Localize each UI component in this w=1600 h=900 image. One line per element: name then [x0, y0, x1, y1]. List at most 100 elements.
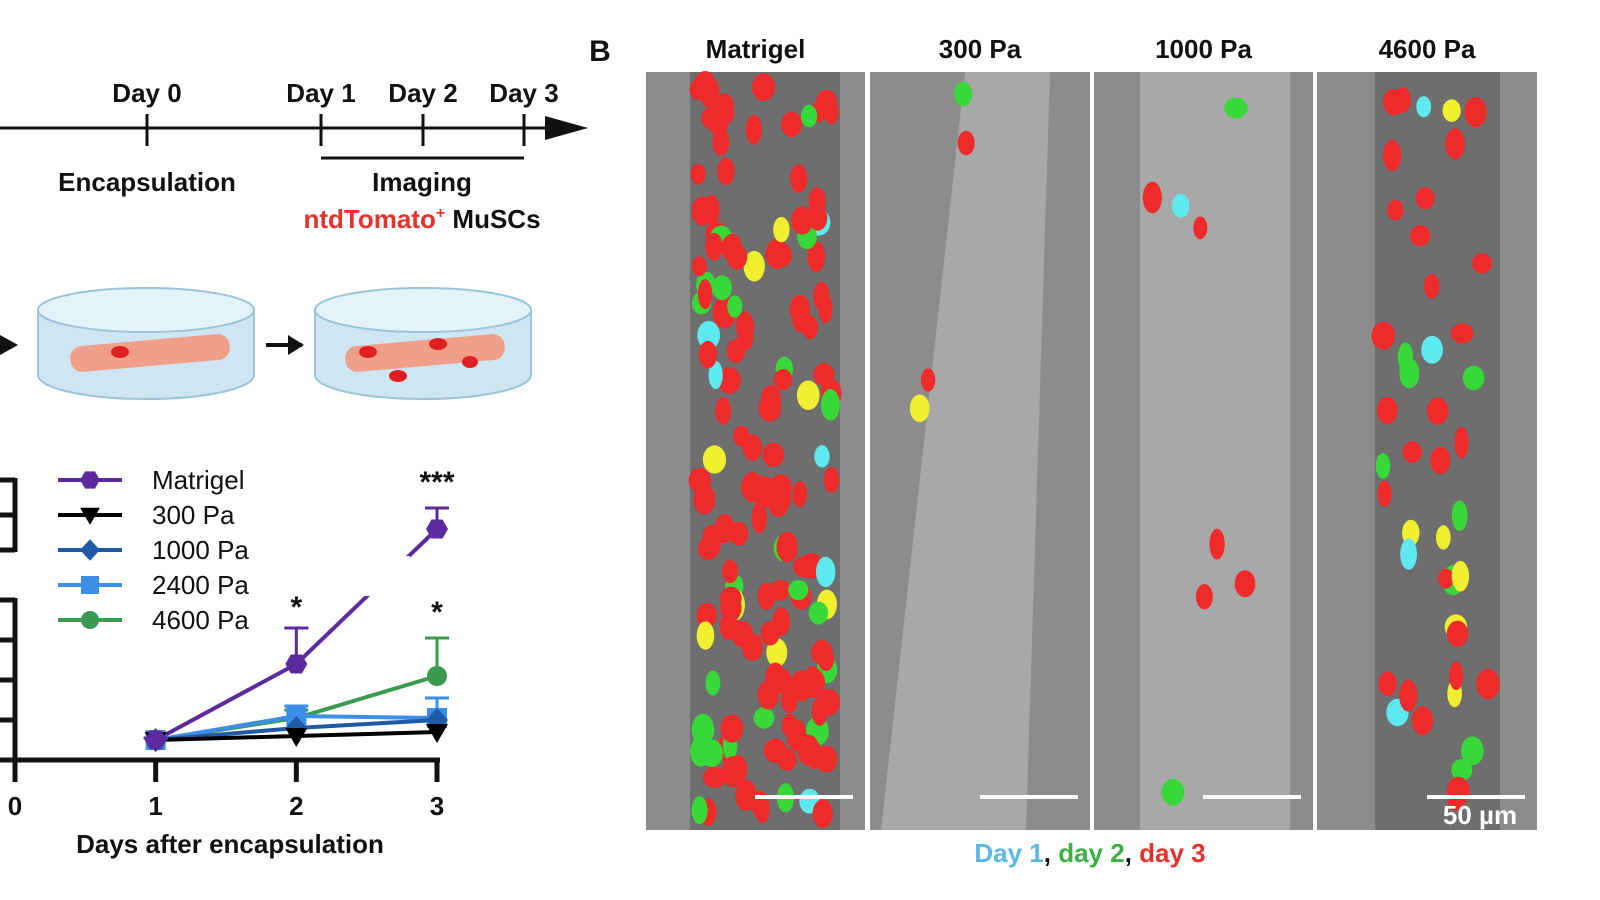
caption-part: day 2 — [1058, 838, 1125, 868]
nucleus — [808, 601, 829, 625]
nucleus — [1371, 321, 1396, 350]
nucleus — [708, 360, 723, 390]
imaging-label: Imaging — [372, 167, 472, 197]
significance: *** — [419, 466, 454, 499]
nucleus — [745, 114, 762, 145]
panel-title: Matrigel — [706, 34, 806, 64]
cells-red: ntdTomato — [303, 204, 435, 234]
nucleus — [1415, 187, 1435, 210]
nucleus — [697, 279, 713, 310]
nucleus — [1436, 525, 1451, 550]
timeline-arrow — [545, 116, 588, 140]
nucleus — [1472, 253, 1493, 274]
nucleus — [691, 796, 708, 825]
nucleus — [693, 70, 717, 102]
nucleus — [1454, 426, 1469, 459]
nucleus — [1376, 396, 1398, 425]
nucleus — [1377, 480, 1392, 507]
nucleus — [909, 394, 930, 423]
nucleus — [1224, 97, 1248, 119]
nucleus — [741, 472, 764, 503]
nucleus — [1394, 87, 1411, 113]
nucleus — [717, 157, 735, 186]
nucleus — [954, 81, 973, 107]
x-tick-label: 3 — [430, 791, 444, 821]
panel-title: 4600 Pa — [1379, 34, 1476, 64]
nucleus — [741, 633, 763, 661]
nucleus — [1450, 323, 1474, 344]
nucleus — [1402, 441, 1422, 463]
legend-marker — [80, 539, 100, 561]
nucleus — [765, 239, 789, 269]
nucleus — [807, 241, 826, 273]
nucleus — [1195, 584, 1213, 610]
legend-label: 1000 Pa — [152, 535, 249, 565]
nucleus — [751, 73, 776, 101]
marker — [285, 654, 308, 674]
nucleus — [697, 320, 721, 350]
x-tick-label: 0 — [8, 791, 22, 821]
nucleus — [823, 100, 839, 125]
nucleus — [1171, 193, 1190, 218]
x-tick-label: 1 — [148, 791, 162, 821]
nucleus — [815, 556, 836, 588]
day-label: Day 0 — [112, 78, 181, 108]
legend-marker — [81, 576, 99, 594]
nucleus — [781, 684, 798, 714]
cells-black: MuSCs — [445, 204, 540, 234]
nucleus — [1449, 661, 1464, 691]
nucleus — [1399, 679, 1418, 712]
nucleus — [1409, 225, 1431, 247]
nucleus — [1430, 446, 1451, 475]
marker — [144, 730, 167, 750]
dish — [37, 287, 255, 400]
nucleus — [1445, 128, 1465, 160]
encapsulation-label: Encapsulation — [58, 167, 236, 197]
nucleus — [776, 531, 798, 563]
legend-label: 4600 Pa — [152, 605, 249, 635]
nucleus — [1193, 216, 1208, 240]
marker — [427, 666, 447, 686]
nucleus — [737, 322, 754, 351]
nucleus — [920, 368, 936, 392]
nucleus — [781, 111, 802, 138]
nucleus — [789, 164, 808, 193]
nucleus — [1234, 570, 1256, 598]
nucleus — [712, 275, 732, 301]
nucleus — [753, 707, 775, 729]
nucleus — [743, 250, 765, 282]
nucleus — [751, 502, 767, 534]
x-tick-label: 2 — [289, 791, 303, 821]
caption-part: Day 1 — [974, 838, 1043, 868]
nucleus — [1421, 335, 1443, 364]
nucleus — [705, 670, 721, 696]
nucleus — [788, 580, 809, 601]
legend-marker — [80, 471, 100, 489]
nucleus — [735, 779, 757, 812]
nucleus — [727, 295, 743, 318]
nucleus — [800, 104, 818, 128]
nucleus — [777, 748, 797, 771]
nucleus — [760, 384, 781, 416]
nucleus — [1383, 139, 1402, 172]
nucleus — [703, 194, 720, 225]
nucleus — [796, 380, 820, 410]
caption-part: , — [1044, 838, 1058, 868]
nucleus — [773, 216, 790, 243]
nucleus — [762, 442, 785, 468]
nucleus — [1378, 671, 1397, 696]
dish — [314, 287, 532, 400]
timeline: Day 0 Day 1 Day 2 Day 3 Encapsulation Im… — [0, 78, 588, 234]
nucleus — [729, 521, 749, 546]
nucleus — [812, 799, 833, 828]
day-label: Day 1 — [286, 78, 355, 108]
dish-illustrations — [0, 287, 532, 400]
nucleus — [1446, 620, 1469, 647]
panel-title: 1000 Pa — [1155, 34, 1252, 64]
nucleus — [773, 489, 792, 510]
nucleus — [705, 232, 723, 261]
nucleus — [1375, 453, 1391, 479]
nucleus — [957, 130, 975, 156]
cells-label: ntdTomato+ MuSCs — [303, 204, 540, 234]
nucleus — [742, 435, 758, 457]
